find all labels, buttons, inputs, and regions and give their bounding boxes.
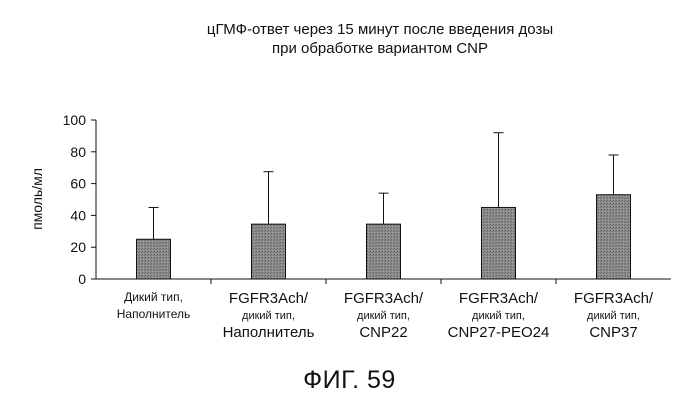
- bar: [137, 239, 171, 279]
- bar: [367, 224, 401, 279]
- y-tick-label: 40: [70, 207, 86, 223]
- plot-area: 0 20 40 60 80 100 Дикий тип,Наполнитель FGFR3Ac…: [63, 112, 671, 341]
- bar: [597, 195, 631, 279]
- y-tick-label: 20: [70, 239, 86, 255]
- x-tick-label: FGFR3Ach/дикий тип,CNP22: [344, 290, 424, 341]
- bar-chart: цГМФ-ответ через 15 минут после введения…: [0, 0, 699, 360]
- y-axis-label: пмоль/мл: [29, 168, 45, 230]
- y-tick-label: 0: [78, 271, 86, 287]
- x-tick-label: FGFR3Ach/дикий тип,CNP37: [574, 290, 654, 341]
- bar: [252, 224, 286, 279]
- x-tick-label: FGFR3Ach/дикий тип,CNP27-PEO24: [448, 290, 550, 341]
- x-tick-label: FGFR3Ach/дикий тип,Наполнитель: [223, 290, 315, 341]
- bar: [482, 207, 516, 279]
- y-tick-label: 80: [70, 144, 86, 160]
- y-tick-label: 100: [63, 112, 87, 128]
- y-tick-label: 60: [70, 176, 86, 192]
- chart-title-line-2: при обработке вариантом CNP: [272, 40, 488, 57]
- figure-caption: ФИГ. 59: [0, 366, 699, 395]
- x-tick-label: Дикий тип,Наполнитель: [117, 290, 190, 321]
- chart-title-line-1: цГМФ-ответ через 15 минут после введения…: [207, 21, 553, 38]
